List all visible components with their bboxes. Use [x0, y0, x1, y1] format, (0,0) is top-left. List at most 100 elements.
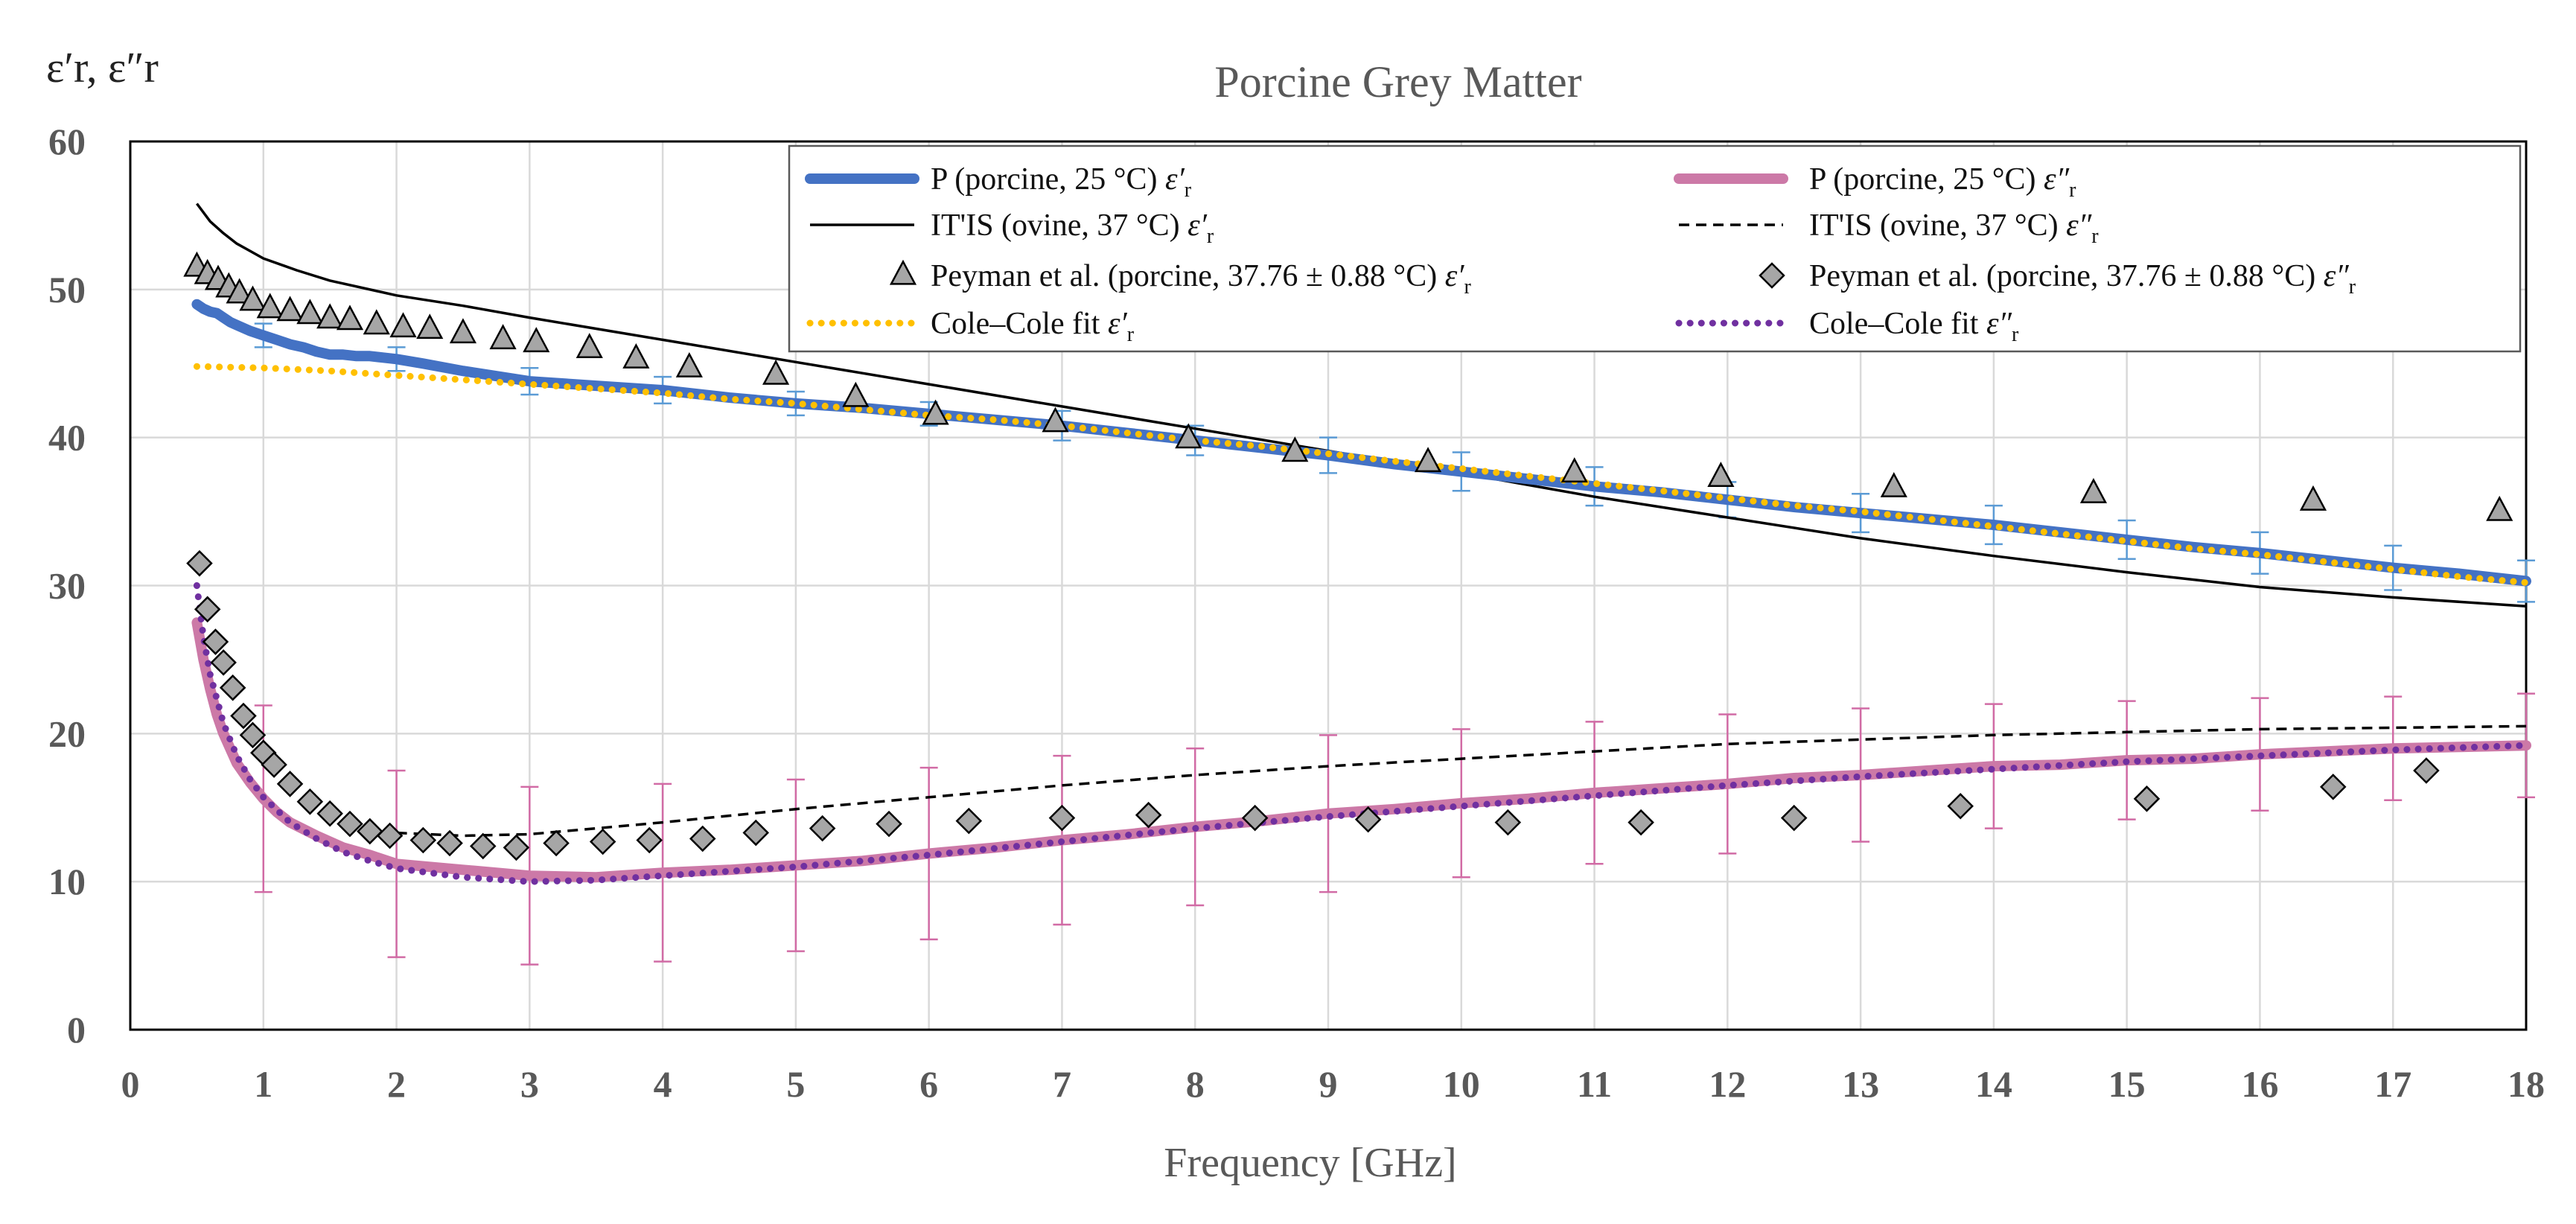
- x-tick-label: 3: [520, 1063, 539, 1105]
- y-axis-label: ε′r, ε″r: [46, 43, 159, 92]
- data-point-diamond: [261, 751, 287, 778]
- data-point-triangle: [316, 303, 344, 329]
- x-tick-label: 7: [1053, 1063, 1071, 1105]
- data-point-diamond: [230, 702, 257, 730]
- data-point-triangle: [576, 333, 603, 359]
- data-point-diamond: [742, 819, 770, 847]
- data-point-diamond: [409, 826, 437, 854]
- legend-label: P (porcine, 25 °C) ε″r: [1809, 162, 2076, 202]
- x-tick-label: 0: [121, 1063, 140, 1105]
- data-point-diamond: [2320, 774, 2347, 800]
- data-point-diamond: [1135, 801, 1162, 829]
- y-tick-label: 0: [67, 1009, 86, 1051]
- data-point-triangle: [523, 327, 550, 353]
- data-point-triangle: [2299, 485, 2327, 511]
- data-point-diamond: [636, 826, 663, 854]
- x-tick-label: 2: [387, 1063, 406, 1105]
- data-point-diamond: [1241, 804, 1269, 832]
- x-tick-label: 16: [2241, 1063, 2278, 1105]
- data-point-triangle: [1175, 423, 1202, 449]
- series-line: [191, 299, 2531, 587]
- data-point-triangle: [922, 399, 949, 425]
- data-point-triangle: [1560, 457, 1588, 483]
- data-point-diamond: [589, 828, 616, 855]
- series-line: [193, 363, 2530, 586]
- x-tick-label: 11: [1577, 1063, 1612, 1105]
- data-point-triangle: [2486, 495, 2513, 521]
- data-point-diamond: [689, 825, 716, 852]
- x-tick-label: 13: [1842, 1063, 1879, 1105]
- data-point-triangle: [363, 309, 390, 335]
- data-point-triangle: [1415, 447, 1442, 473]
- data-point-diamond: [2413, 757, 2440, 784]
- data-point-diamond: [469, 832, 497, 860]
- y-tick-label: 50: [48, 269, 86, 310]
- data-point-diamond: [1494, 809, 1522, 836]
- legend-label: IT'IS (ovine, 37 °C) ε′r: [931, 208, 1214, 248]
- data-point-diamond: [194, 596, 221, 623]
- data-point-triangle: [1042, 407, 1069, 433]
- legend-label: Peyman et al. (porcine, 37.76 ± 0.88 °C)…: [931, 259, 1471, 299]
- data-point-diamond: [955, 807, 983, 835]
- legend-label: Cole–Cole fit ε′r: [931, 307, 1135, 346]
- x-tick-label: 14: [1975, 1063, 2012, 1105]
- data-point-diamond: [376, 822, 404, 850]
- data-point-triangle: [416, 313, 444, 340]
- x-tick-label: 5: [786, 1063, 805, 1105]
- data-point-diamond: [239, 721, 267, 749]
- x-tick-label: 6: [919, 1063, 938, 1105]
- data-point-triangle: [239, 285, 267, 311]
- series-layer: [183, 203, 2531, 885]
- data-point-triangle: [449, 318, 477, 344]
- data-point-diamond: [210, 649, 237, 676]
- data-point-triangle: [256, 293, 284, 319]
- data-point-triangle: [762, 359, 790, 385]
- data-point-diamond: [219, 674, 246, 701]
- data-point-triangle: [336, 305, 364, 331]
- x-axis-label: Frequency [GHz]: [1164, 1140, 1456, 1186]
- y-tick-label: 40: [48, 417, 86, 459]
- x-tick-label: 9: [1319, 1063, 1338, 1105]
- x-tick-label: 1: [254, 1063, 272, 1105]
- x-tick-label: 15: [2108, 1063, 2146, 1105]
- chart-title: Porcine Grey Matter: [1214, 57, 1581, 106]
- y-tick-label: 30: [48, 565, 86, 607]
- data-point-diamond: [296, 788, 324, 815]
- tick-labels: 0 1 2 3 4 5 6 7 8 9 10 11 12 13 14 15 16 17 18010203040506…: [48, 121, 2545, 1105]
- data-point-triangle: [2079, 477, 2108, 503]
- legend-marker-diamond: [1759, 262, 1785, 289]
- data-point-diamond: [809, 815, 836, 842]
- data-point-diamond: [876, 810, 902, 838]
- data-point-diamond: [357, 817, 383, 845]
- data-point-diamond: [1627, 809, 1654, 836]
- y-tick-label: 60: [48, 121, 86, 162]
- data-point-diamond: [337, 810, 363, 838]
- series-line: [195, 203, 2527, 608]
- data-point-diamond: [436, 829, 463, 857]
- data-point-triangle: [675, 351, 703, 377]
- series-line: [396, 724, 2527, 838]
- data-point-triangle: [296, 299, 324, 325]
- data-point-diamond: [2133, 785, 2161, 812]
- legend: P (porcine, 25 °C) ε′r P (porcine, 25 °C)…: [788, 144, 2522, 353]
- data-point-diamond: [316, 800, 343, 827]
- data-point-triangle: [226, 278, 253, 304]
- data-point-triangle: [276, 296, 304, 322]
- x-tick-label: 10: [1443, 1063, 1480, 1105]
- data-point-diamond: [186, 549, 213, 577]
- data-point-diamond: [1947, 792, 1974, 820]
- data-point-diamond: [503, 834, 530, 861]
- data-point-triangle: [1281, 436, 1309, 462]
- data-point-diamond: [276, 771, 304, 797]
- legend-label: IT'IS (ovine, 37 °C) ε″r: [1809, 208, 2099, 248]
- data-point-triangle: [622, 343, 650, 369]
- data-point-triangle: [1880, 472, 1907, 497]
- data-point-triangle: [842, 381, 870, 407]
- y-tick-label: 10: [48, 861, 86, 902]
- legend-box: [788, 144, 2522, 353]
- data-point-triangle: [389, 312, 417, 338]
- data-point-triangle: [489, 324, 517, 350]
- x-tick-label: 17: [2374, 1063, 2411, 1105]
- x-tick-label: 8: [1186, 1063, 1205, 1105]
